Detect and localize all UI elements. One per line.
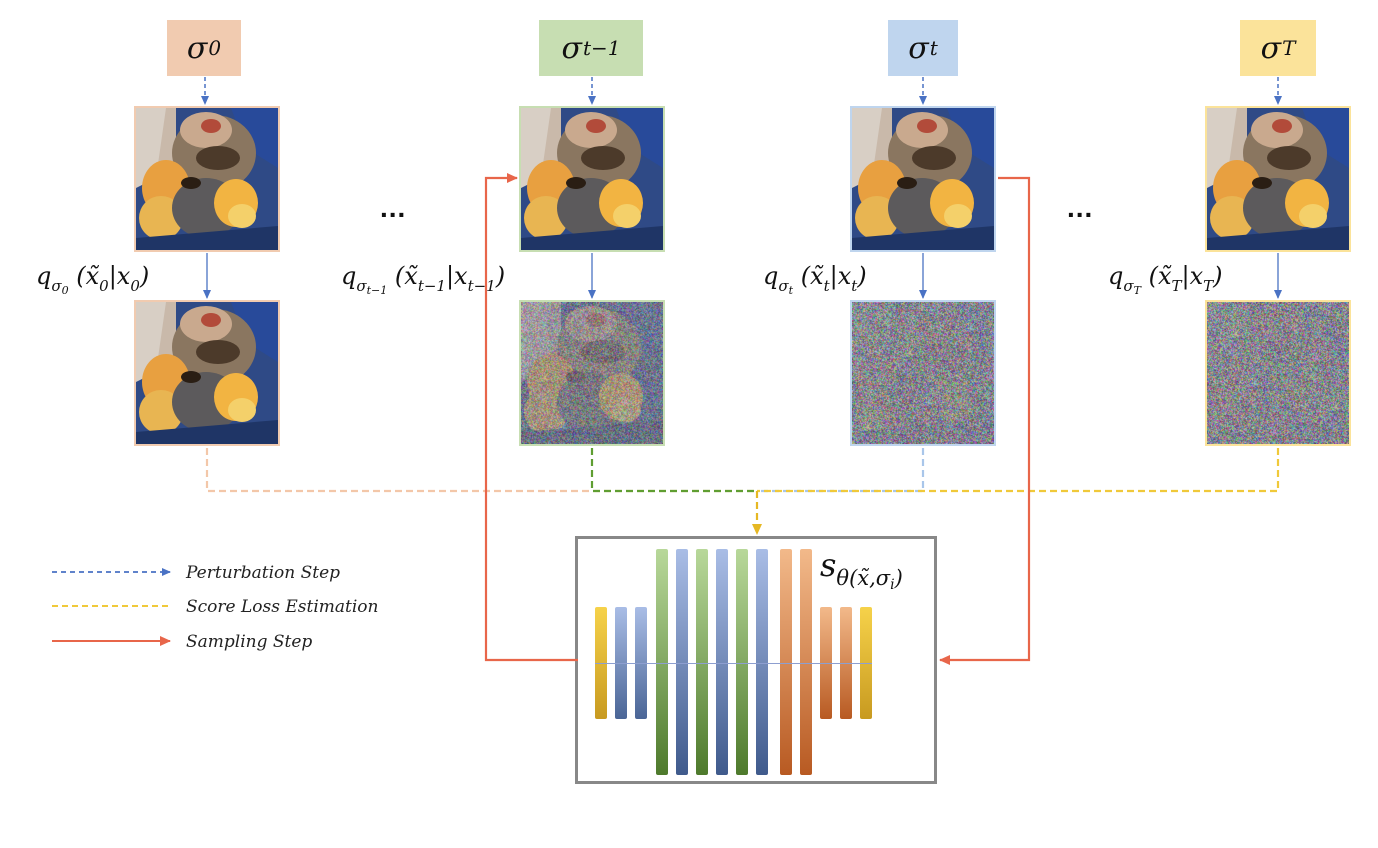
cat-photo [136, 302, 278, 444]
unet-bar [716, 549, 728, 775]
noise-layer [521, 302, 663, 444]
score-model-box [575, 536, 937, 784]
score-loss-connector-t-1 [590, 448, 757, 493]
unet-bar [656, 549, 668, 775]
score-loss-connector-t [757, 448, 925, 493]
noise-layer [1207, 302, 1349, 444]
sigma-t-1-box: σ t−1 [539, 20, 643, 76]
sigma-t-1-sub: t−1 [582, 36, 621, 60]
perturbed-image-t [850, 300, 996, 446]
score-loss-connector-T [757, 448, 1280, 493]
noise-layer [852, 302, 994, 444]
sigma-0-symbol: σ [186, 30, 208, 66]
clean-image-t [850, 106, 996, 252]
score-loss-connector-0 [205, 448, 757, 493]
sigma-t-sub: t [929, 36, 938, 60]
clean-image-T [1205, 106, 1351, 252]
sigma-t-1-symbol: σ [561, 30, 582, 66]
clean-image-t-1 [519, 106, 665, 252]
sigma-T-sub: T [1282, 36, 1296, 60]
clean-image-0 [134, 106, 280, 252]
ellipsis-left: ... [380, 192, 407, 223]
unet-axis-line [595, 663, 872, 664]
q-label-t: qσt (x̃t|xt) [763, 262, 867, 297]
legend-perturbation-label: Perturbation Step [186, 563, 341, 583]
cat-photo [521, 108, 663, 250]
q-label-T: qσT (x̃T|xT) [1108, 262, 1223, 297]
unet-bar [696, 549, 708, 775]
perturbed-image-0 [134, 300, 280, 446]
q-label-0: qσ0 (x̃0|x0) [36, 262, 150, 297]
perturbed-image-t-1 [519, 300, 665, 446]
perturbed-image-T [1205, 300, 1351, 446]
legend-sampling-label: Sampling Step [186, 632, 313, 652]
sigma-t-symbol: σ [908, 30, 929, 66]
ellipsis-right: ... [1067, 192, 1094, 223]
sigma-T-symbol: σ [1260, 30, 1282, 66]
sigma-0-sub: 0 [208, 36, 222, 60]
cat-photo [852, 108, 994, 250]
score-model-label: sθ(x̃,σi) [820, 546, 903, 593]
unet-bar [756, 549, 768, 775]
q-label-t-1: qσt−1 (x̃t−1|xt−1) [341, 262, 506, 297]
legend-score-loss-label: Score Loss Estimation [186, 597, 379, 617]
unet-bar [780, 549, 792, 775]
unet-bar [676, 549, 688, 775]
cat-photo [136, 108, 278, 250]
unet-bar [800, 549, 812, 775]
unet-bar [736, 549, 748, 775]
cat-photo [1207, 108, 1349, 250]
